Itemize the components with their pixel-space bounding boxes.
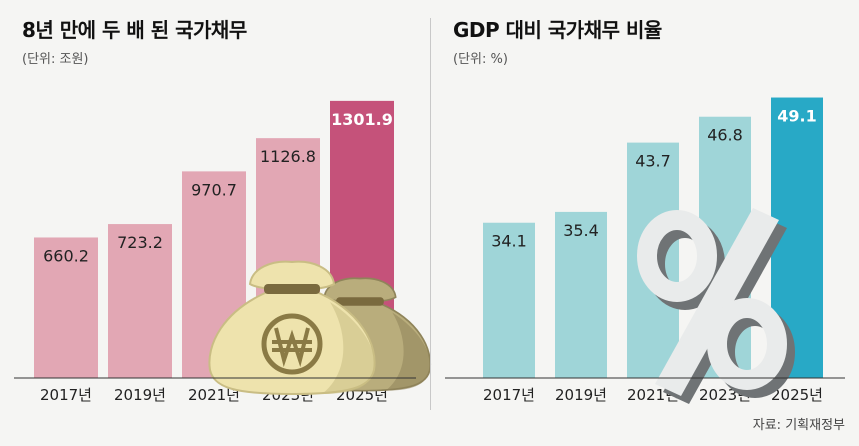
- value-label: 723.2: [117, 233, 163, 252]
- x-tick-label: 2017년: [483, 386, 535, 404]
- money-bag-icon: [208, 260, 376, 396]
- value-label: 43.7: [635, 152, 671, 171]
- value-label: 35.4: [563, 221, 599, 240]
- bar-2019년: [555, 211, 607, 378]
- x-tick-label: 2019년: [114, 386, 166, 404]
- value-label: 46.8: [707, 126, 743, 145]
- national-debt-panel: 8년 만에 두 배 된 국가채무 (단위: 조원) 660.2 723.2 970.…: [14, 18, 432, 404]
- percent-icon: [637, 208, 795, 404]
- debt-to-gdp-panel: GDP 대비 국가채무 비율 (단위: %) 34.1 35.4 43.7 46.8 4…: [431, 0, 859, 446]
- debt-bar-chart: 660.2 723.2 970.7 1126.8 1301.9 2017년 2019년 202…: [14, 100, 432, 404]
- value-labels: 660.2 723.2 970.7 1126.8 1301.9: [43, 110, 393, 266]
- value-label: 1301.9: [331, 110, 393, 129]
- bar-2017년: [34, 237, 98, 378]
- value-label: 34.1: [491, 232, 527, 251]
- value-label: 1126.8: [260, 147, 316, 166]
- unit-label: (단위: 조원): [22, 52, 89, 67]
- x-tick-label: 2025년: [771, 386, 823, 404]
- unit-label: (단위: %): [453, 52, 508, 67]
- chart-title: 8년 만에 두 배 된 국가채무: [22, 18, 247, 42]
- value-labels: 34.1 35.4 43.7 46.8 49.1: [491, 107, 817, 251]
- value-label: 660.2: [43, 246, 89, 265]
- chart-title: GDP 대비 국가채무 비율: [453, 18, 662, 42]
- value-label: 970.7: [191, 180, 237, 199]
- x-tick-label: 2021년: [188, 386, 240, 404]
- value-label: 49.1: [777, 107, 816, 126]
- bar-2017년: [483, 222, 535, 378]
- x-tick-label: 2017년: [40, 386, 92, 404]
- panel-divider: [430, 18, 431, 410]
- source-note: 자료: 기획재정부: [752, 418, 845, 433]
- x-tick-label: 2019년: [555, 386, 607, 404]
- bar-2019년: [108, 224, 172, 378]
- x-tick-labels: 2017년 2019년 2021년 2023년 2025년: [483, 386, 823, 404]
